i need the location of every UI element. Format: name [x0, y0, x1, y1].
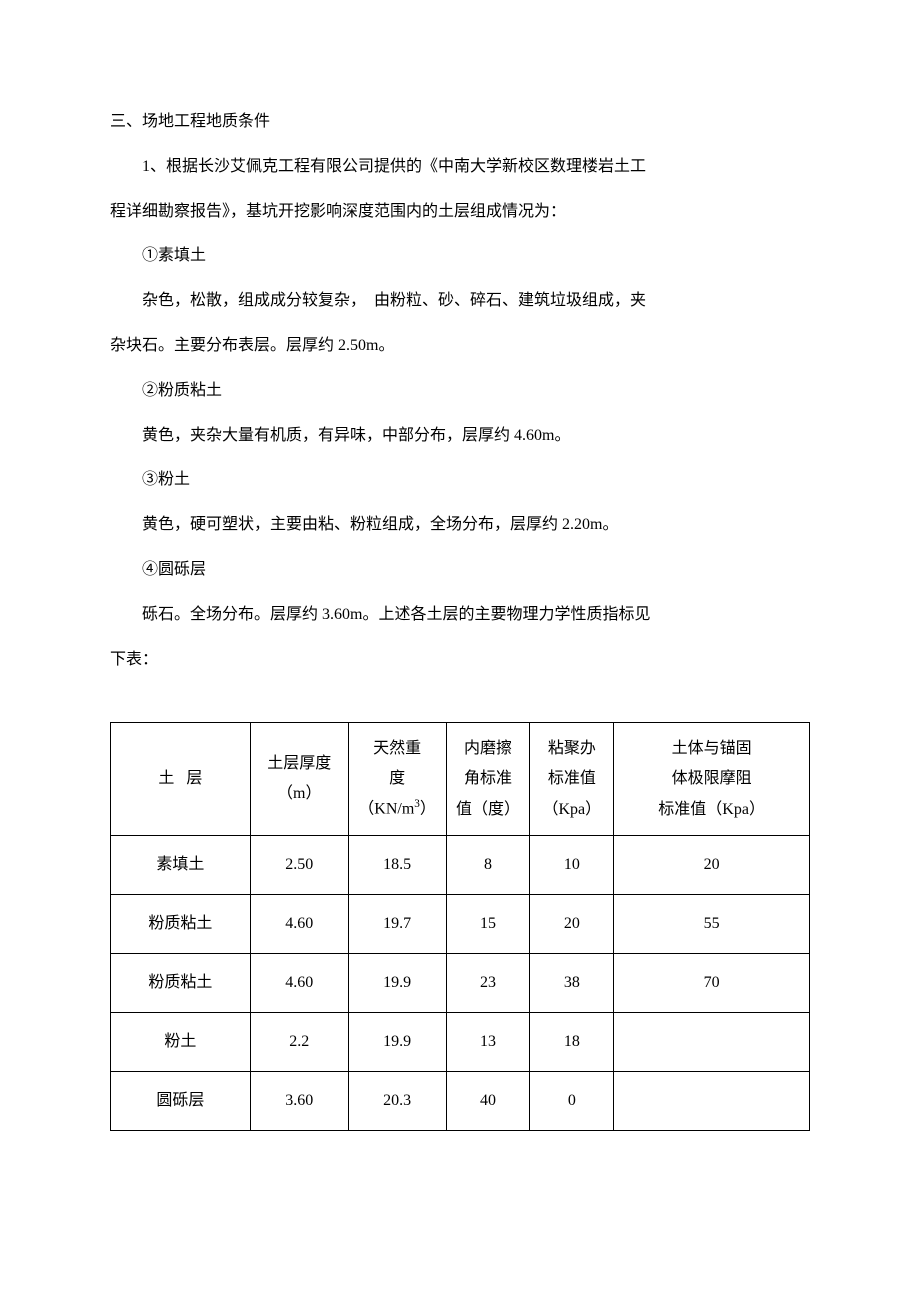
cell-soil: 粉质粘土	[111, 895, 251, 954]
paragraph-item-1-desc-line-1: 杂色，松散，组成成分较复杂， 由粉粒、砂、碎石、建筑垃圾组成，夹	[110, 279, 810, 324]
cell-friction-angle: 8	[446, 836, 530, 895]
cell-cohesion: 38	[530, 954, 614, 1013]
cell-soil: 圆砾层	[111, 1072, 251, 1131]
paragraph-item-3-desc: 黄色，硬可塑状，主要由粘、粉粒组成，全场分布，层厚约 2.20m。	[110, 503, 810, 548]
cell-soil: 粉土	[111, 1013, 251, 1072]
table-row: 素填土 2.50 18.5 8 10 20	[111, 836, 810, 895]
cell-soil: 粉质粘土	[111, 954, 251, 1013]
paragraph-item-3-title: ③粉土	[110, 458, 810, 503]
cell-thickness: 3.60	[250, 1072, 348, 1131]
cell-cohesion: 0	[530, 1072, 614, 1131]
paragraph-1-line-2: 程详细勘察报告》，基坑开挖影响深度范围内的土层组成情况为：	[110, 190, 810, 235]
section-heading: 三、场地工程地质条件	[110, 100, 810, 145]
soil-properties-table: 土 层 土层厚度（m） 天然重度（KN/m3） 内磨擦角标准值（度） 粘聚办标准…	[110, 722, 810, 1131]
table-row: 粉质粘土 4.60 19.9 23 38 70	[111, 954, 810, 1013]
cell-unit-weight: 19.9	[348, 954, 446, 1013]
cell-anchor: 70	[614, 954, 810, 1013]
cell-friction-angle: 15	[446, 895, 530, 954]
col-header-unit-weight: 天然重度（KN/m3）	[348, 723, 446, 836]
paragraph-item-4-desc-line-1: 砾石。全场分布。层厚约 3.60m。上述各土层的主要物理力学性质指标见	[110, 593, 810, 638]
cell-cohesion: 18	[530, 1013, 614, 1072]
cell-unit-weight: 18.5	[348, 836, 446, 895]
paragraph-item-2-title: ②粉质粘土	[110, 369, 810, 414]
cell-unit-weight: 19.7	[348, 895, 446, 954]
cell-thickness: 2.2	[250, 1013, 348, 1072]
col-header-thickness: 土层厚度（m）	[250, 723, 348, 836]
table-header-row: 土 层 土层厚度（m） 天然重度（KN/m3） 内磨擦角标准值（度） 粘聚办标准…	[111, 723, 810, 836]
col-header-anchor-friction: 土体与锚固体极限摩阻标准值（Kpa）	[614, 723, 810, 836]
col-header-friction-angle: 内磨擦角标准值（度）	[446, 723, 530, 836]
paragraph-item-4-title: ④圆砾层	[110, 548, 810, 593]
paragraph-1-line-1: 1、根据长沙艾佩克工程有限公司提供的《中南大学新校区数理楼岩土工	[110, 145, 810, 190]
cell-unit-weight: 19.9	[348, 1013, 446, 1072]
table-row: 圆砾层 3.60 20.3 40 0	[111, 1072, 810, 1131]
col-header-cohesion: 粘聚办标准值（Kpa）	[530, 723, 614, 836]
cell-friction-angle: 23	[446, 954, 530, 1013]
cell-thickness: 4.60	[250, 895, 348, 954]
cell-friction-angle: 13	[446, 1013, 530, 1072]
cell-cohesion: 20	[530, 895, 614, 954]
col-header-soil: 土 层	[111, 723, 251, 836]
cell-anchor	[614, 1072, 810, 1131]
cell-soil: 素填土	[111, 836, 251, 895]
cell-friction-angle: 40	[446, 1072, 530, 1131]
table-row: 粉质粘土 4.60 19.7 15 20 55	[111, 895, 810, 954]
cell-unit-weight: 20.3	[348, 1072, 446, 1131]
cell-thickness: 2.50	[250, 836, 348, 895]
paragraph-item-1-desc-line-2: 杂块石。主要分布表层。层厚约 2.50m。	[110, 324, 810, 369]
paragraph-item-1-title: ①素填土	[110, 234, 810, 279]
cell-cohesion: 10	[530, 836, 614, 895]
table-row: 粉土 2.2 19.9 13 18	[111, 1013, 810, 1072]
paragraph-item-2-desc: 黄色，夹杂大量有机质，有异味，中部分布，层厚约 4.60m。	[110, 414, 810, 459]
cell-anchor: 20	[614, 836, 810, 895]
cell-anchor	[614, 1013, 810, 1072]
paragraph-item-4-desc-line-2: 下表：	[110, 638, 810, 683]
cell-thickness: 4.60	[250, 954, 348, 1013]
cell-anchor: 55	[614, 895, 810, 954]
